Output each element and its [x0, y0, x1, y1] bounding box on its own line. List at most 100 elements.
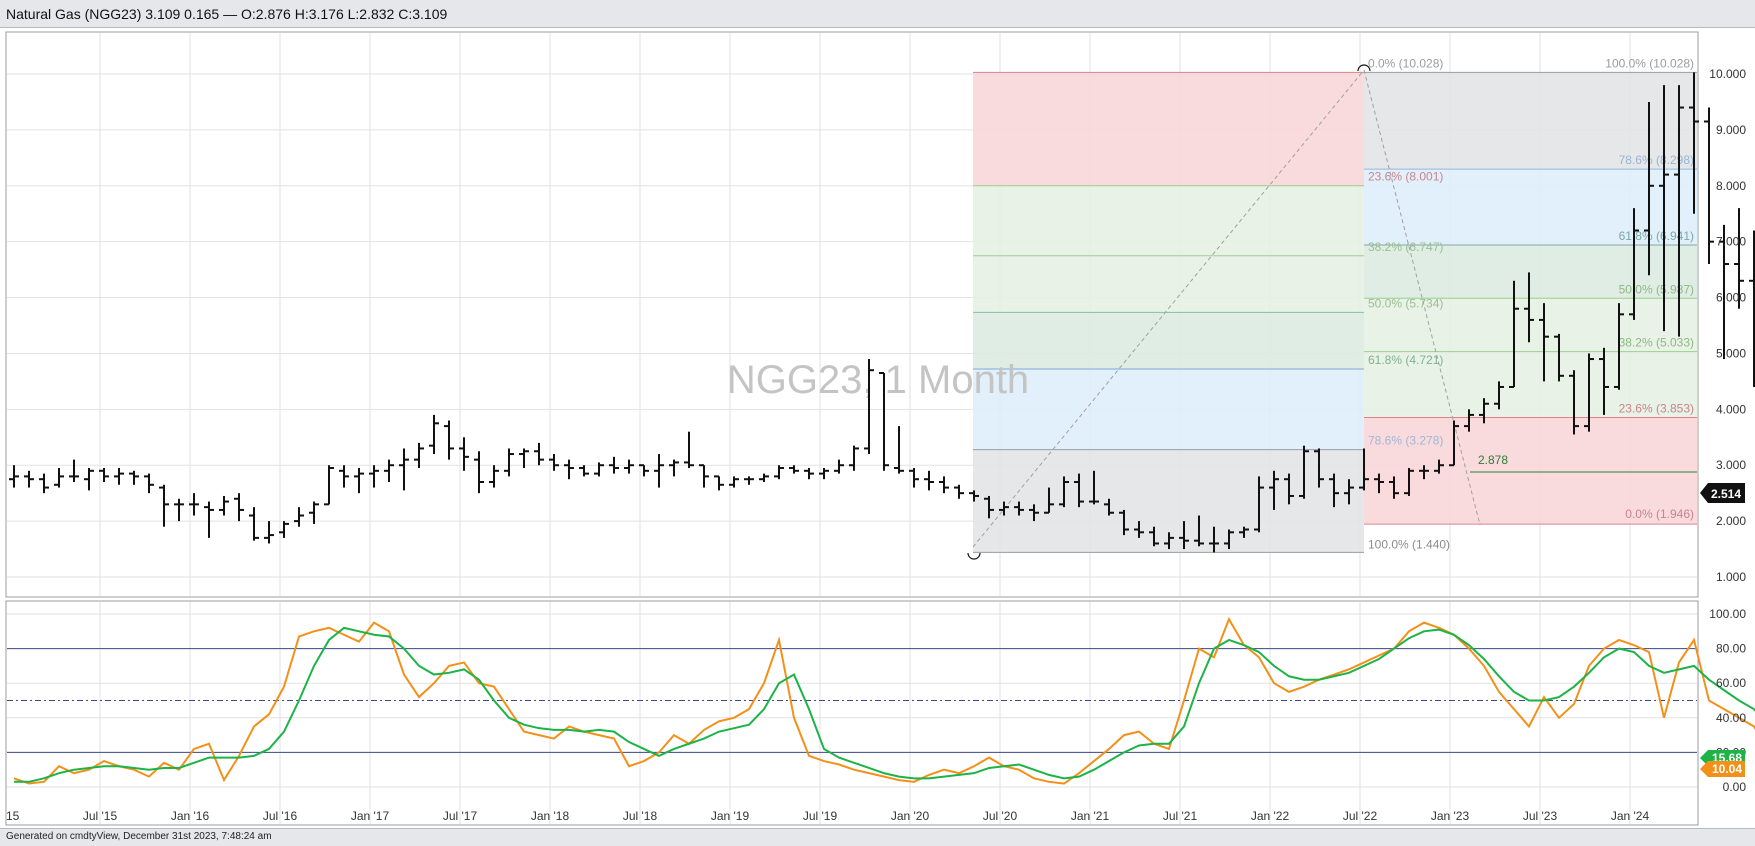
swing-high-marker [1357, 64, 1371, 72]
ohlc-bar [609, 456, 619, 474]
ohlc-bar [1239, 526, 1249, 538]
price-tick-label: 4.000 [1716, 402, 1746, 416]
symbol-quote-title: Natural Gas (NGG23) 3.109 0.165 — O:2.87… [6, 6, 448, 22]
ohlc-bar [1029, 504, 1039, 522]
ohlc-bar [129, 470, 139, 485]
fib-up-label: 78.6% (3.278) [1368, 434, 1443, 448]
last-price-label: 2.514 [1711, 487, 1741, 501]
x-tick-label: 15 [6, 809, 20, 823]
ohlc-bar [534, 442, 544, 466]
ohlc-bar [639, 464, 649, 477]
ohlc-bar [549, 454, 559, 471]
ohlc-bar [324, 465, 334, 506]
x-tick-label: Jul '15 [83, 809, 118, 823]
x-tick-label: Jan '23 [1431, 809, 1470, 823]
stoch-green-line [14, 626, 1755, 783]
x-tick-label: Jan '19 [711, 809, 750, 823]
ohlc-bar [474, 451, 484, 494]
ohlc-bar [54, 468, 64, 488]
price-tick-label: 1.000 [1716, 570, 1746, 584]
ohlc-bar [1344, 479, 1354, 505]
ohlc-bar [879, 372, 889, 471]
ohlc-bar [1149, 526, 1159, 547]
ohlc-bar [1449, 420, 1459, 467]
ohlc-bar [1689, 72, 1699, 214]
fib-up-label: 23.6% (8.001) [1368, 170, 1443, 184]
x-tick-label: Jul '20 [983, 809, 1018, 823]
price-annotation-label: 2.878 [1478, 453, 1508, 467]
stoch-orange-last-value: 10.04 [1712, 762, 1742, 776]
ohlc-bar [264, 521, 274, 544]
ohlc-bar [1374, 473, 1384, 494]
ohlc-bar [354, 468, 364, 494]
ohlc-bar [1179, 521, 1189, 550]
fib-down-label: 61.8% (6.941) [1619, 229, 1694, 243]
fib-down-label: 100.0% (10.028) [1605, 56, 1694, 70]
x-tick-label: Jan '16 [171, 809, 210, 823]
price-tick-label: 5.000 [1716, 346, 1746, 360]
stochastic-panel [5, 600, 1699, 826]
x-tick-label: Jul '23 [1523, 809, 1558, 823]
ohlc-bar [924, 470, 934, 491]
ohlc-bar [369, 465, 379, 488]
ohlc-bar [759, 473, 769, 482]
ohlc-bar [114, 468, 124, 485]
x-tick-label: Jul '22 [1343, 809, 1378, 823]
ohlc-bar [1284, 473, 1294, 505]
ohlc-bar [1479, 398, 1489, 424]
ohlc-bar [1059, 476, 1069, 508]
ohlc-bar [864, 359, 874, 455]
x-tick-label: Jan '18 [531, 809, 570, 823]
fib-up-zone [973, 312, 1364, 370]
ohlc-bar [1539, 303, 1549, 382]
ohlc-bar [774, 465, 784, 480]
fib-down-label: 0.0% (1.946) [1625, 507, 1694, 521]
ohlc-bar [339, 465, 349, 488]
price-tick-label: 2.000 [1716, 514, 1746, 528]
ohlc-bar [579, 465, 589, 477]
fib-up-label: 61.8% (4.721) [1368, 353, 1443, 367]
ohlc-bar [69, 459, 79, 482]
x-tick-label: Jul '19 [803, 809, 838, 823]
ohlc-bar [1554, 333, 1564, 382]
ohlc-bar [744, 476, 754, 485]
price-axis: 1.000 2.000 3.000 4.000 5.000 6.000 7.000 8.000… [1709, 67, 1746, 584]
ohlc-bars [9, 72, 1755, 553]
ohlc-bar [1659, 85, 1669, 332]
x-tick-label: Jul '16 [263, 809, 298, 823]
fib-up-zone [973, 369, 1364, 450]
last-price-marker: 2.514 [1700, 483, 1745, 503]
fib-up-zone [973, 255, 1364, 313]
stoch-tick-label: 100.00 [1709, 607, 1746, 621]
ohlc-bar [834, 459, 844, 474]
ohlc-bar [1719, 224, 1729, 360]
ohlc-bar [984, 495, 994, 519]
price-tick-label: 10.000 [1709, 67, 1746, 81]
ohlc-bar [669, 459, 679, 477]
ohlc-bar [504, 448, 514, 477]
x-tick-label: Jan '21 [1071, 809, 1110, 823]
ohlc-bar [144, 473, 154, 494]
ohlc-bar [1524, 272, 1534, 343]
ohlc-bar [429, 414, 439, 455]
ohlc-bar [159, 484, 169, 527]
ohlc-bar [24, 470, 34, 488]
ohlc-bar [1314, 448, 1324, 488]
x-tick-label: Jul '18 [623, 809, 658, 823]
ohlc-bar [99, 468, 109, 482]
ohlc-bar [999, 501, 1009, 516]
ohlc-bar [969, 490, 979, 502]
ohlc-bar [1584, 353, 1594, 432]
fib-up-zone [973, 72, 1364, 186]
ohlc-bar [219, 495, 229, 516]
ohlc-bar [819, 468, 829, 480]
ohlc-bar [1014, 501, 1024, 516]
fibonacci-zones [973, 71, 1697, 553]
fib-trend-line-down [1363, 69, 1481, 526]
ohlc-bar [234, 493, 244, 522]
ohlc-bar [204, 501, 214, 538]
chart-header: Natural Gas (NGG23) 3.109 0.165 — O:2.87… [0, 0, 1755, 28]
ohlc-bar [309, 501, 319, 524]
ohlc-bar [9, 465, 19, 488]
